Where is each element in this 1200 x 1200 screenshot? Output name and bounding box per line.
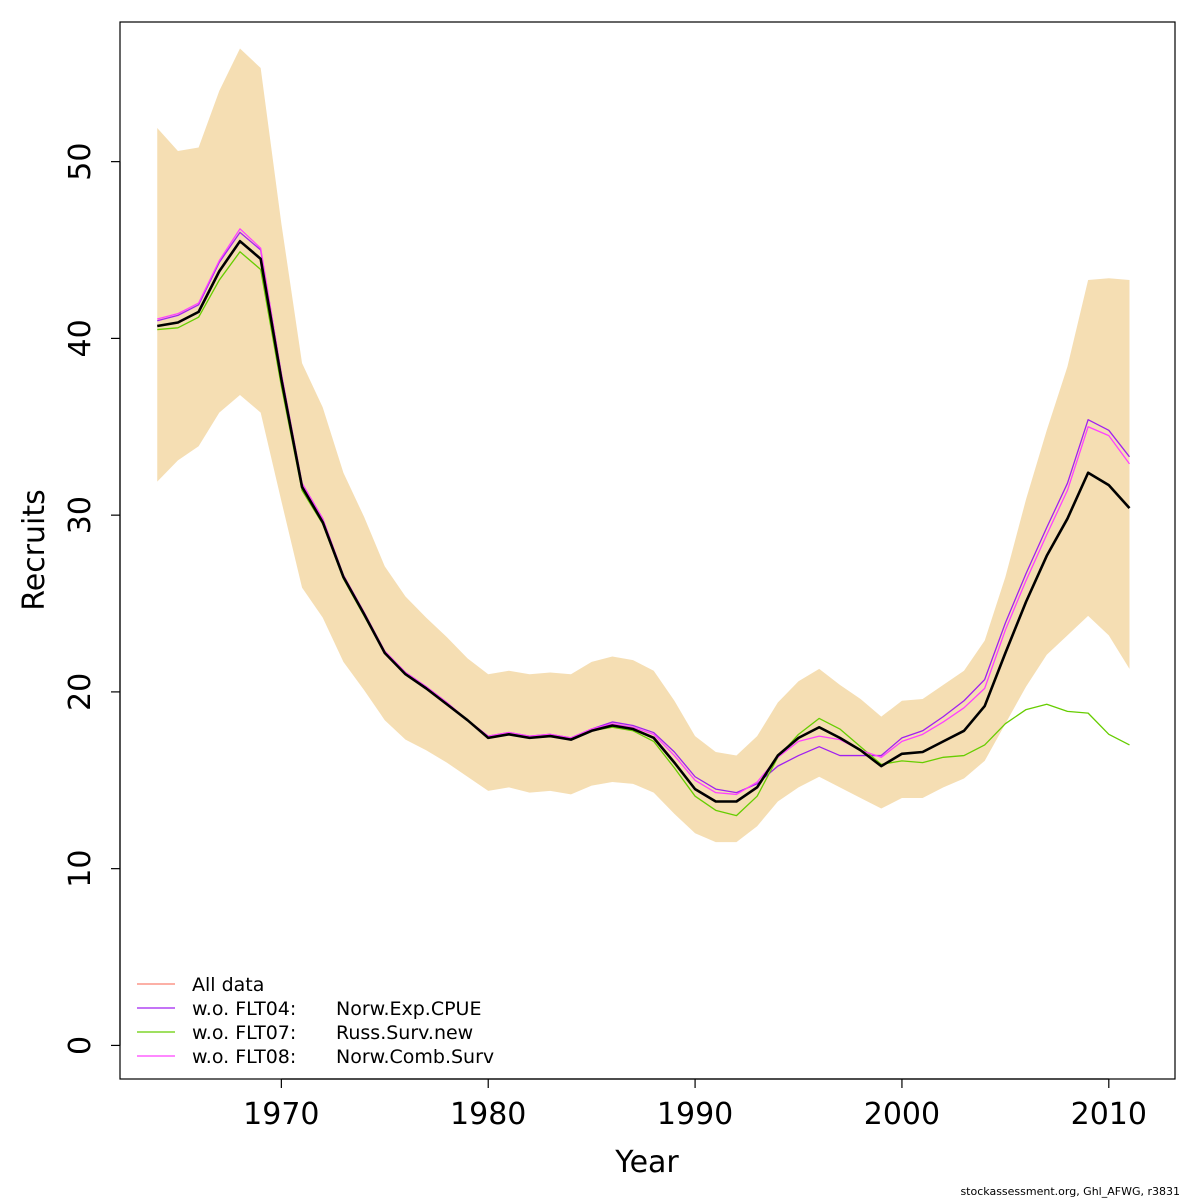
- x-tick-label: 1990: [657, 1097, 733, 1132]
- legend-item: All data: [137, 974, 264, 996]
- y-axis: 0 10 20 30 40 50: [63, 143, 121, 1055]
- legend-item: w.o. FLT07: Russ.Surv.new: [137, 1022, 473, 1044]
- x-axis: 1970 1980 1990 2000 2010: [243, 1078, 1147, 1132]
- y-tick-label: 30: [63, 496, 98, 534]
- credit-text: stockassessment.org, Ghl_AFWG, r3831: [960, 1185, 1180, 1198]
- x-tick-label: 1980: [450, 1097, 526, 1132]
- y-axis-title: Recruits: [17, 489, 52, 611]
- plot-area: [157, 48, 1131, 843]
- legend-item: w.o. FLT04: Norw.Exp.CPUE: [137, 998, 481, 1020]
- x-tick-label: 2010: [1071, 1097, 1147, 1132]
- x-tick-label: 2000: [864, 1097, 940, 1132]
- legend-label: w.o. FLT04:: [192, 998, 296, 1020]
- y-tick-label: 10: [63, 850, 98, 888]
- legend-label: w.o. FLT08:: [192, 1046, 296, 1068]
- series-line-all-data: [157, 239, 1131, 803]
- legend-fleet-name: Russ.Surv.new: [336, 1022, 473, 1044]
- y-tick-label: 0: [63, 1036, 98, 1055]
- x-axis-title: Year: [614, 1145, 679, 1180]
- y-tick-label: 20: [63, 673, 98, 711]
- legend-item: w.o. FLT08: Norw.Comb.Surv: [137, 1046, 494, 1068]
- y-tick-label: 50: [63, 143, 98, 181]
- confidence-band: [157, 48, 1130, 843]
- legend-fleet-name: Norw.Comb.Surv: [336, 1046, 494, 1068]
- x-tick-label: 1970: [243, 1097, 319, 1132]
- legend-label: w.o. FLT07:: [192, 1022, 296, 1044]
- legend-fleet-name: Norw.Exp.CPUE: [336, 998, 481, 1020]
- y-tick-label: 40: [63, 319, 98, 357]
- legend-label: All data: [192, 974, 264, 996]
- series-line-3: [157, 228, 1131, 796]
